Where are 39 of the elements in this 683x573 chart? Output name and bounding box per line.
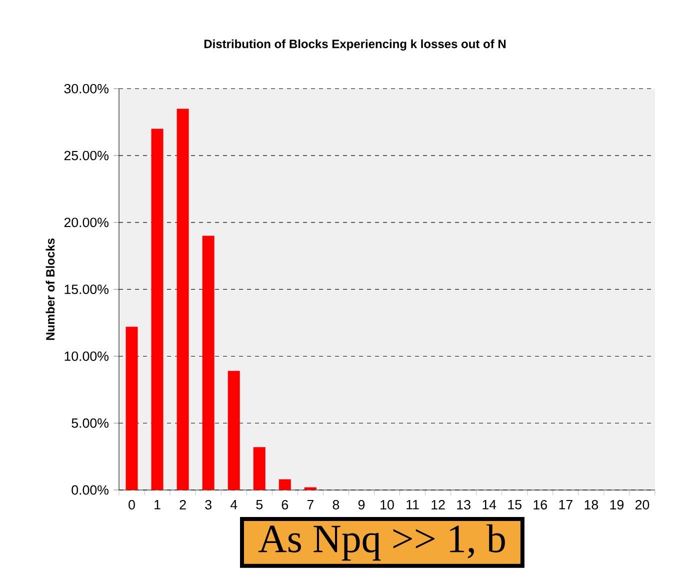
x-tick-label: 10 xyxy=(380,500,394,510)
x-tick-label: 17 xyxy=(559,500,572,510)
x-tick-label: 7 xyxy=(307,500,314,510)
bar xyxy=(253,447,266,490)
bar xyxy=(126,326,138,490)
x-tick-label: 0 xyxy=(128,500,135,510)
y-tick-label: 5.00% xyxy=(72,418,108,428)
x-tick-label: 1 xyxy=(154,500,160,510)
x-tick-label: 9 xyxy=(358,500,365,510)
y-tick-label: 0.00% xyxy=(72,485,108,495)
y-axis-title: Number of Blocks xyxy=(46,238,55,340)
y-tick-label: 15.00% xyxy=(64,284,108,294)
chart-title: Distribution of Blocks Experiencing k losses out of N xyxy=(204,39,506,51)
x-tick-label: 15 xyxy=(508,500,522,510)
x-tick-label: 4 xyxy=(230,500,238,510)
x-tick-label: 5 xyxy=(256,500,263,510)
bar xyxy=(278,479,291,490)
x-tick-label: 3 xyxy=(205,500,212,510)
text: As Npq >> 1, b xyxy=(258,524,505,561)
x-tick-label: 18 xyxy=(584,500,598,510)
y-tick-label: 25.00% xyxy=(64,150,108,160)
bar xyxy=(176,108,189,490)
x-tick-label: 14 xyxy=(482,500,496,510)
x-tick-label: 20 xyxy=(635,500,650,510)
x-tick-label: 8 xyxy=(332,500,340,510)
bar xyxy=(304,487,316,490)
x-tick-label: 2 xyxy=(180,500,186,510)
x-tick-label: 19 xyxy=(610,500,624,510)
x-tick-label: 16 xyxy=(534,500,547,510)
bar xyxy=(202,236,214,490)
bar xyxy=(228,370,240,490)
bar xyxy=(151,128,164,490)
x-tick-label: 13 xyxy=(457,500,470,510)
y-tick-label: 30.00% xyxy=(64,84,108,94)
x-tick-label: 12 xyxy=(432,500,445,510)
y-tick-label: 10.00% xyxy=(64,351,108,361)
y-tick-label: 20.00% xyxy=(64,218,108,228)
x-tick-label: 6 xyxy=(282,500,288,510)
x-tick-label: 11 xyxy=(406,500,419,510)
